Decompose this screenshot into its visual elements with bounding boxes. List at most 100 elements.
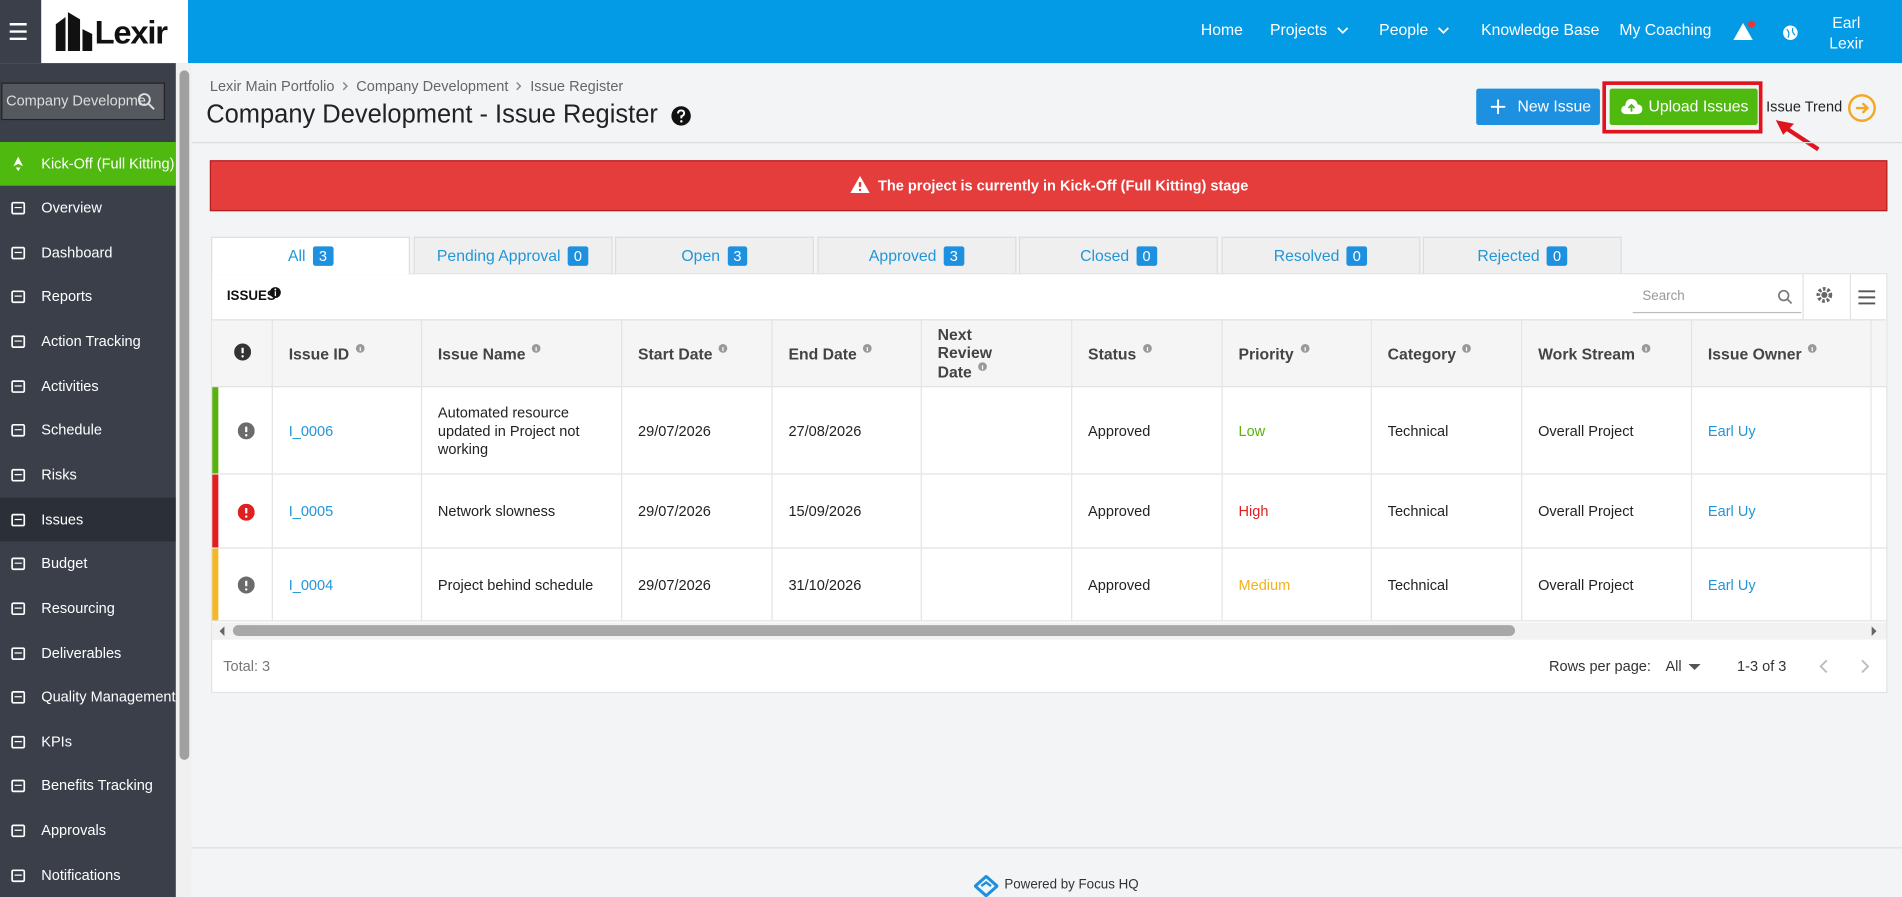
sidebar-item[interactable]: Reports [0,275,176,319]
top-bar [0,0,1902,64]
menu-icon [11,246,26,259]
sidebar-item[interactable]: Quality Management [0,675,176,719]
tab[interactable]: All 3 [211,236,410,275]
tab[interactable]: Resolved 0 [1220,236,1420,274]
table-cell[interactable]: Earl Uy [1692,474,1872,549]
table-cell[interactable]: I_0004 [273,548,423,622]
table-row[interactable] [212,549,1887,622]
sidebar-item[interactable]: Budget [0,542,176,586]
alerts-icon[interactable] [1732,19,1756,43]
tab-count: 0 [567,246,589,266]
row-flag-icon [237,422,255,440]
sidebar-item[interactable]: Notifications [0,853,176,897]
nav-link[interactable]: Knowledge Base [1481,20,1600,39]
table-cell: 29/07/2026 [622,548,773,622]
nav-link[interactable]: People [1379,21,1452,39]
tab[interactable]: Pending Approval 0 [413,236,612,274]
scroll-right [1871,626,1877,637]
columns-menu-icon[interactable] [1858,289,1876,306]
sidebar-item[interactable]: Dashboard [0,230,176,274]
breadcrumb-item[interactable]: Lexir Main Portfolio [209,77,335,95]
column-header[interactable]: Status [1072,319,1223,388]
table-cell[interactable]: Earl Uy [1692,387,1872,475]
pointer-arrow [1775,120,1820,152]
sidebar-item[interactable]: Action Tracking [0,319,176,363]
next-page[interactable] [1856,658,1873,675]
prev-page[interactable] [1816,658,1833,675]
column-header[interactable]: Next Review Date [922,319,1073,388]
menu-toggle[interactable] [0,0,42,64]
nav-link[interactable]: Home [1200,20,1243,39]
user-menu[interactable]: Earl Lexir [1829,12,1863,53]
breadcrumb-item: Issue Register [530,77,624,95]
menu-icon [11,424,26,437]
nav-link[interactable]: My Coaching [1619,20,1712,39]
rows-per-page-select[interactable]: All [1665,658,1703,675]
sidebar-item[interactable]: Issues [0,497,176,541]
sidebar-item[interactable]: Deliverables [0,631,176,675]
column-header[interactable]: Issue ID [273,319,423,388]
column-title: Work Stream [1538,343,1652,363]
table-row[interactable] [212,475,1887,549]
sidebar-item[interactable]: Overview [0,186,176,230]
column-header[interactable]: End Date [773,319,922,388]
issue-trend-icon[interactable] [1847,93,1876,122]
sidebar-item[interactable]: Benefits Tracking [0,764,176,808]
focus-hq-logo [974,875,999,897]
upload-icon [1621,98,1643,115]
logo[interactable]: Lexir [41,0,189,64]
sidebar-item[interactable]: Resourcing [0,586,176,630]
column-info-icon [1300,343,1309,353]
button-label: New Issue [1517,97,1592,116]
tab[interactable]: Rejected 0 [1422,236,1622,274]
column-info-icon [1808,343,1817,353]
tab[interactable]: Approved 3 [816,236,1016,274]
menu-icon [11,735,26,749]
tab-count: 0 [1136,246,1157,266]
tab[interactable]: Closed 0 [1018,236,1218,274]
priority-strip [212,474,219,548]
info-icon [269,287,281,298]
language-icon[interactable] [1782,24,1799,41]
nav-link[interactable]: Projects [1270,21,1351,39]
column-header[interactable]: Start Date [622,319,773,388]
column-header[interactable]: Priority [1223,319,1372,388]
upload-issues-button[interactable]: Upload Issues [1609,88,1758,126]
sidebar-item[interactable]: Risks [0,453,176,497]
sidebar-item[interactable]: Activities [0,364,176,408]
column-header[interactable]: Issue Owner [1692,319,1872,388]
table-cell[interactable]: I_0005 [273,474,423,549]
tab-label: All [287,246,306,265]
table-search[interactable]: Search [1632,280,1802,314]
column-header[interactable]: Work Stream [1522,319,1693,388]
menu-icon [11,780,26,793]
tab-label: Approved [868,246,937,265]
sidebar-scroll-thumb[interactable] [179,70,190,760]
help-icon[interactable] [671,106,692,127]
h-scroll-thumb[interactable] [232,625,1516,637]
column-title: Priority [1238,343,1310,363]
table-cell: Overall Project [1522,474,1693,549]
total-count: Total: 3 [223,657,271,675]
sidebar-item[interactable]: KPIs [0,720,176,764]
column-info-icon [355,343,365,353]
table-cell: Overall Project [1522,548,1693,622]
tab-count: 3 [312,246,334,266]
column-header[interactable]: Issue Name [422,319,623,388]
new-issue-button[interactable]: New Issue [1476,88,1600,126]
settings-icon[interactable] [1816,286,1838,308]
breadcrumb-item[interactable]: Company Development [356,77,509,95]
table-cell[interactable]: Earl Uy [1692,548,1872,622]
column-header[interactable]: Category [1372,319,1523,388]
stage-icon [13,156,24,172]
title-text: Company Development - Issue Register [206,100,658,129]
powered-by: Powered by Focus HQ [1004,877,1139,893]
table-row[interactable] [212,387,1887,475]
tab[interactable]: Open 3 [614,236,814,274]
sidebar-item[interactable]: Approvals [0,809,176,853]
table-cell[interactable]: I_0006 [273,387,423,475]
issue-trend-link[interactable]: Issue Trend [1766,98,1843,116]
project-search[interactable]: Company Developme [1,82,165,121]
sidebar-item[interactable]: Schedule [0,408,176,452]
